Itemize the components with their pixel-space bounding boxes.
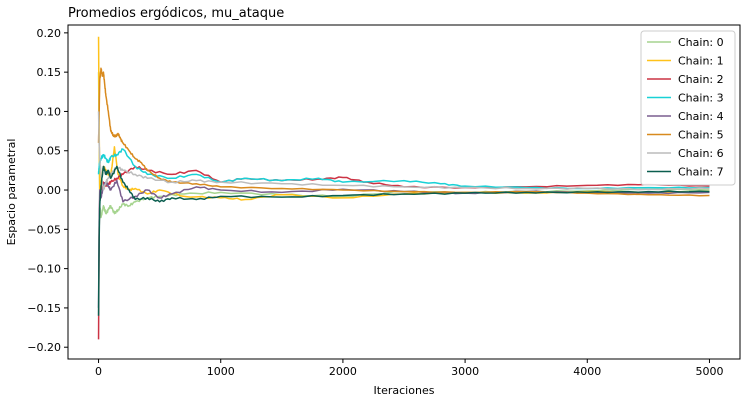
legend-label-chain-6: Chain: 6 bbox=[678, 147, 724, 160]
y-tick-label: 0.20 bbox=[37, 27, 62, 40]
y-tick-label: 0.00 bbox=[37, 184, 62, 197]
y-axis-label: Espacio parametral bbox=[5, 139, 18, 246]
y-tick-label: −0.05 bbox=[27, 223, 61, 236]
legend-label-chain-2: Chain: 2 bbox=[678, 73, 724, 86]
x-axis-label: Iteraciones bbox=[374, 384, 435, 397]
x-tick-label: 1000 bbox=[207, 365, 235, 378]
legend-label-chain-4: Chain: 4 bbox=[678, 110, 724, 123]
x-tick-label: 0 bbox=[95, 365, 102, 378]
chart-title: Promedios ergódicos, mu_ataque bbox=[68, 6, 284, 21]
legend-label-chain-0: Chain: 0 bbox=[678, 36, 724, 49]
y-axis: −0.20 −0.15 −0.10 −0.05 0.00 0.05 0.10 0.15 0.20 bbox=[27, 27, 68, 354]
y-tick-label: −0.10 bbox=[27, 263, 61, 276]
y-tick-label: 0.10 bbox=[37, 105, 62, 118]
plot-frame bbox=[67, 24, 741, 360]
y-tick-label: 0.05 bbox=[37, 145, 62, 158]
legend-label-chain-7: Chain: 7 bbox=[678, 166, 724, 179]
series-line-chain-3 bbox=[97, 148, 710, 190]
series-layer bbox=[97, 36, 710, 340]
legend: Chain: 0 Chain: 1 Chain: 2 Chain: 3 Chain: 4… bbox=[640, 30, 736, 186]
y-tick-label: −0.15 bbox=[27, 302, 61, 315]
x-tick-label: 5000 bbox=[695, 365, 723, 378]
series-line-chain-0 bbox=[97, 72, 710, 219]
series-line-chain-4 bbox=[97, 179, 710, 308]
x-tick-label: 2000 bbox=[329, 365, 357, 378]
y-tick-label: 0.15 bbox=[37, 66, 62, 79]
y-tick-label: −0.20 bbox=[27, 341, 61, 354]
series-line-chain-7 bbox=[97, 165, 710, 316]
x-tick-label: 3000 bbox=[451, 365, 479, 378]
legend-label-chain-5: Chain: 5 bbox=[678, 129, 724, 142]
series-line-chain-2 bbox=[97, 165, 710, 340]
x-axis: 0 1000 2000 3000 4000 5000 bbox=[95, 359, 723, 378]
x-tick-label: 4000 bbox=[573, 365, 601, 378]
legend-label-chain-1: Chain: 1 bbox=[678, 55, 724, 68]
series-line-chain-5 bbox=[97, 67, 710, 197]
series-line-chain-6 bbox=[97, 111, 710, 191]
legend-box bbox=[640, 30, 736, 186]
legend-label-chain-3: Chain: 3 bbox=[678, 92, 724, 105]
